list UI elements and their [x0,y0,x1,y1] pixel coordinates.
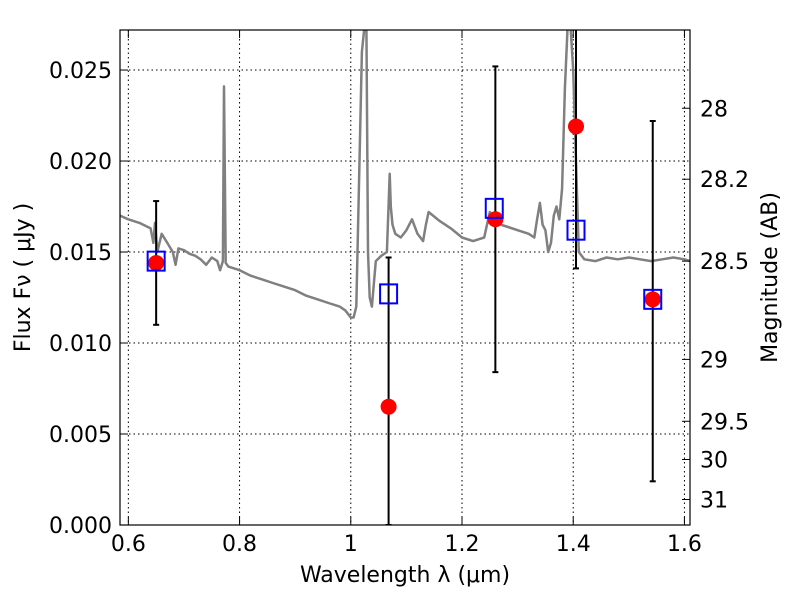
y2-axis-label: Magnitude (AB) [758,192,783,363]
model-flux-square [643,288,663,310]
x-tick-label: 0.6 [111,532,146,557]
observed-flux-point [487,211,504,228]
observed-flux-point [644,291,661,308]
y2-tick-label: 28.2 [700,168,749,193]
spectrum-line [120,30,690,319]
y2-tick-label: 31 [700,489,728,514]
x-axis: 0.6 0.8 1 1.2 1.4 1.6 [111,30,702,557]
y2-tick-label: 30 [700,448,728,473]
y-tick-label: 0.015 [49,241,112,266]
model-flux-square [379,283,399,305]
y2-tick-label: 29.5 [700,410,749,435]
y-axis-right: 28 28.2 28.5 29 29.5 30 31 [682,97,749,514]
observed-flux-point [148,254,165,271]
plot-area [120,30,690,525]
x-axis-label: Wavelength λ (μm) [300,563,510,588]
observed-flux-point [380,398,397,415]
grid-lines [120,30,690,526]
y-tick-label: 0.025 [49,59,112,84]
x-tick-label: 0.8 [222,532,257,557]
model-flux-square [484,197,504,219]
model-flux-square [566,219,586,241]
plot-frame [119,29,691,526]
model-flux-square [146,250,166,272]
y-axis-label: Flux Fν ( μJy ) [11,203,36,352]
x-tick-label: 1.2 [445,532,480,557]
x-tick-label: 1 [344,532,358,557]
x-tick-label: 1.6 [667,532,702,557]
y-tick-label: 0.010 [49,332,112,357]
y-tick-label: 0.000 [49,514,112,539]
y-tick-label: 0.005 [49,423,112,448]
y-tick-label: 0.020 [49,150,112,175]
y2-tick-label: 28.5 [700,250,749,275]
y-axis-left: 0.000 0.005 0.010 0.015 0.020 0.025 [49,59,128,539]
observed-flux-point [568,118,584,135]
y2-tick-label: 28 [700,97,728,122]
y2-tick-label: 29 [700,348,728,373]
x-tick-label: 1.4 [556,532,591,557]
